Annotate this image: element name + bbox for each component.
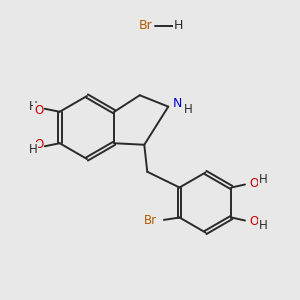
Text: Br: Br	[139, 19, 152, 32]
Text: Br: Br	[144, 214, 157, 227]
Text: N: N	[173, 97, 182, 110]
Text: H: H	[28, 143, 37, 156]
Text: O: O	[250, 215, 259, 228]
Text: H: H	[28, 100, 37, 113]
Text: O: O	[34, 104, 43, 117]
Text: H: H	[184, 103, 193, 116]
Text: O: O	[34, 138, 43, 151]
Text: H: H	[174, 19, 183, 32]
Text: H: H	[259, 219, 267, 232]
Text: H: H	[259, 172, 267, 186]
Text: O: O	[250, 177, 259, 190]
